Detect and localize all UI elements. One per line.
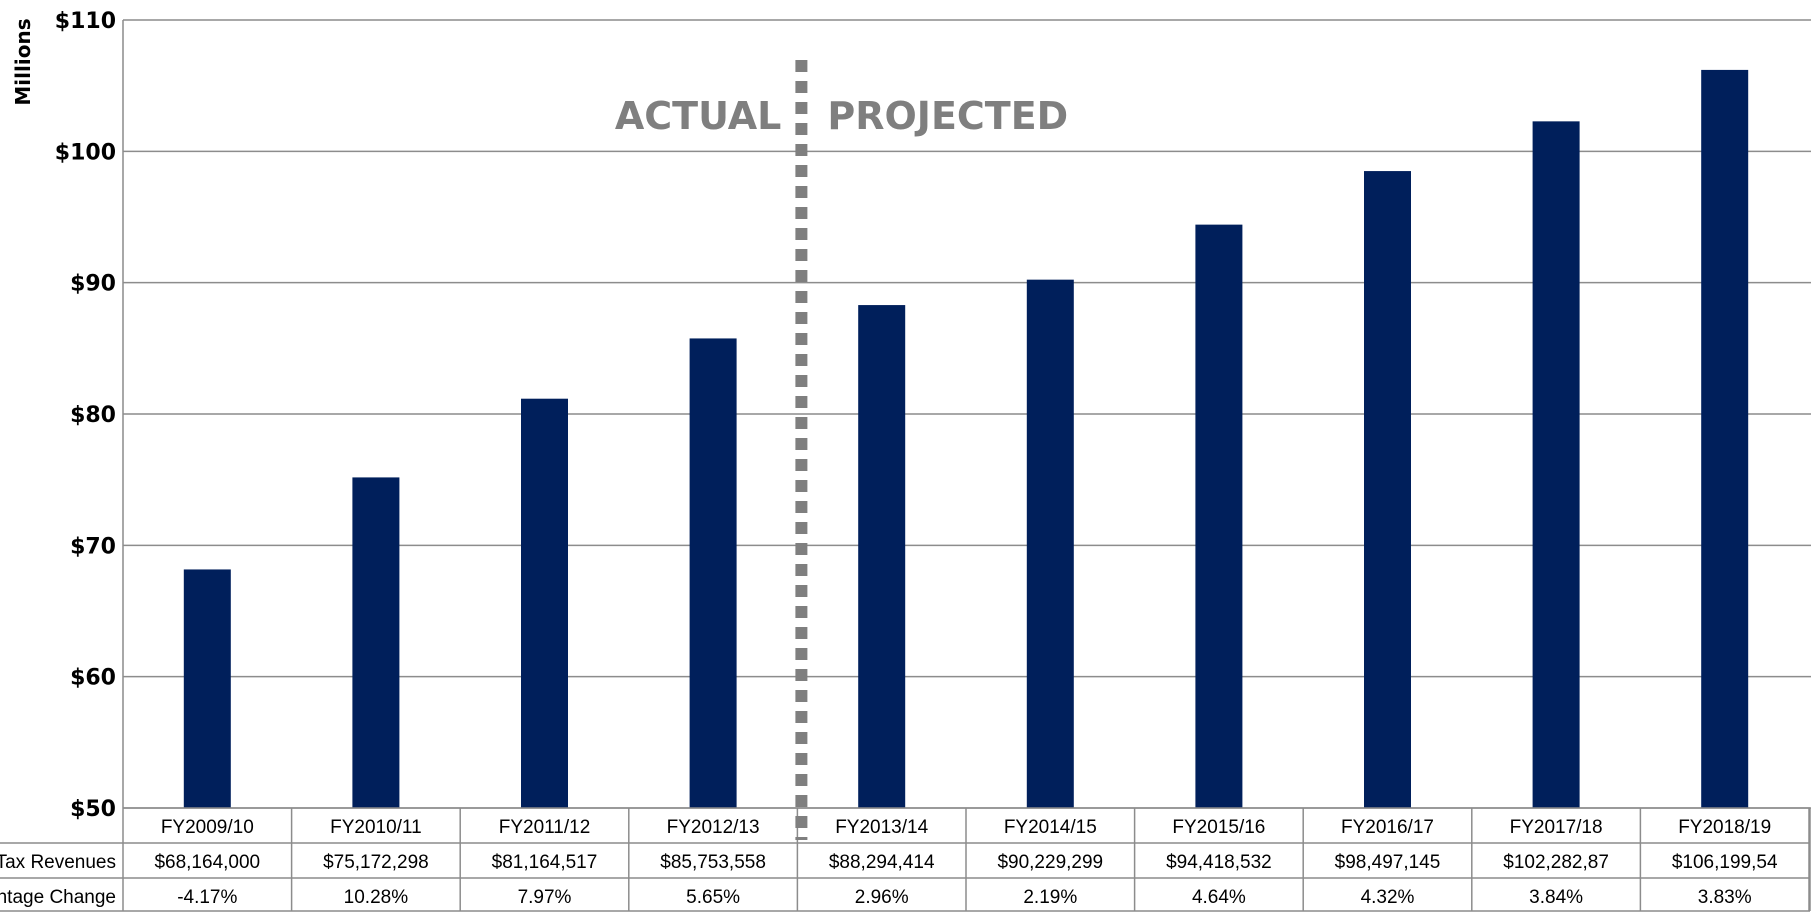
category-label: FY2016/17 (1341, 817, 1434, 838)
bar (1026, 279, 1074, 808)
category-label: FY2017/18 (1510, 817, 1603, 838)
y-tick-label: $110 (55, 9, 116, 34)
category-label: FY2012/13 (667, 817, 760, 838)
y-tick-label: $100 (55, 140, 116, 165)
bar (352, 477, 400, 808)
bar (183, 569, 231, 808)
y-tick-label: $70 (70, 534, 116, 559)
table-row-label: entage Change (0, 887, 116, 908)
category-label: FY2013/14 (835, 817, 928, 838)
table-cell: 4.32% (1361, 887, 1415, 908)
table-cell: $75,172,298 (323, 852, 429, 873)
table-cell: $68,164,000 (154, 852, 260, 873)
table-cell: $81,164,517 (492, 852, 598, 873)
bars (183, 69, 1749, 809)
category-label: FY2014/15 (1004, 817, 1097, 838)
category-label: FY2018/19 (1678, 817, 1771, 838)
y-tick-label: $50 (70, 797, 116, 822)
bar (689, 338, 737, 808)
bar (1364, 171, 1411, 808)
table-cell: $88,294,414 (829, 852, 935, 873)
category-label: FY2011/12 (499, 817, 591, 838)
table-cell: 3.84% (1529, 887, 1583, 908)
table-cell: 7.97% (518, 887, 572, 908)
y-tick-label: $80 (70, 403, 116, 428)
table-cell: 5.65% (686, 887, 740, 908)
bar (1195, 224, 1243, 808)
table-cell: $102,282,87 (1503, 852, 1609, 873)
category-label: FY2009/10 (161, 817, 254, 838)
bar (1532, 121, 1580, 809)
y-axis-ticks: $50 $60 $70 $80 $90 $100 $110 (55, 9, 116, 822)
projected-label: PROJECTED (827, 94, 1068, 138)
table-cell: -4.17% (177, 887, 237, 908)
bar (1701, 69, 1749, 808)
category-label: FY2010/11 (330, 817, 422, 838)
category-label: FY2015/16 (1172, 817, 1265, 838)
table-cell: 2.96% (855, 887, 909, 908)
actual-label: ACTUAL (615, 94, 782, 138)
table-cell: $90,229,299 (997, 852, 1103, 873)
table-cell: 2.19% (1023, 887, 1077, 908)
table-row-label: Tax Revenues (0, 852, 116, 873)
table-cell: 3.83% (1698, 887, 1752, 908)
table-cell: $98,497,145 (1335, 852, 1441, 873)
bar (521, 398, 568, 808)
y-tick-label: $90 (70, 272, 116, 297)
table-cell: 10.28% (344, 887, 409, 908)
y-axis-label: Millions (11, 18, 35, 105)
table-cell: $85,753,558 (660, 852, 766, 873)
y-tick-label: $60 (70, 666, 116, 691)
bar (858, 305, 906, 808)
gridlines (122, 19, 1811, 809)
table-cell: $94,418,532 (1166, 852, 1272, 873)
table-cell: 4.64% (1192, 887, 1246, 908)
data-table: FY2009/10 FY2010/11 FY2011/12 FY2012/13 FY20… (0, 807, 1811, 912)
table-cell: $106,199,54 (1672, 852, 1778, 873)
